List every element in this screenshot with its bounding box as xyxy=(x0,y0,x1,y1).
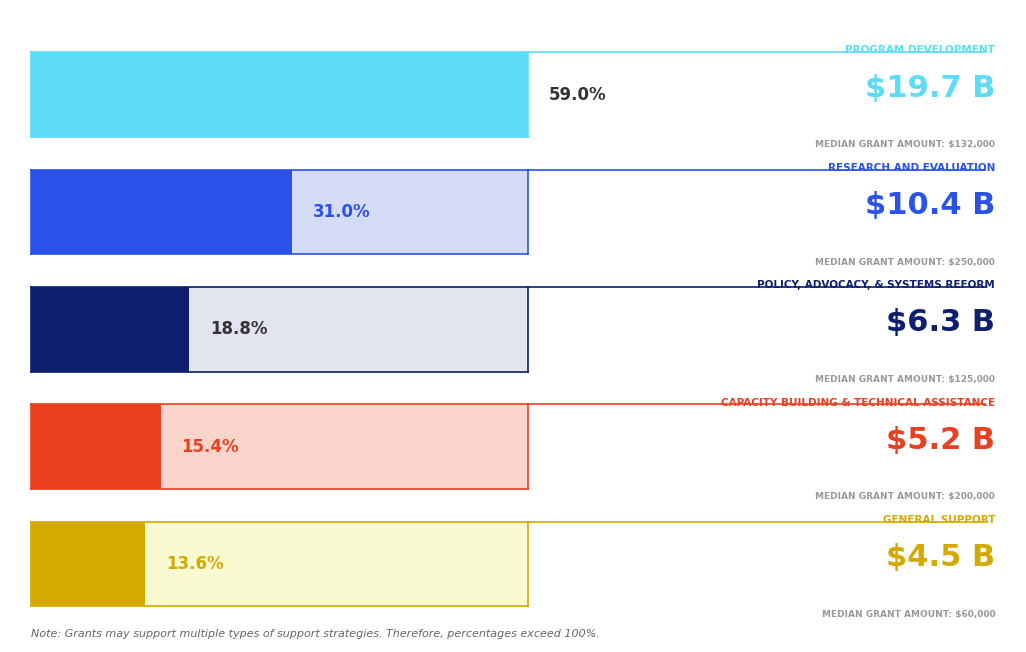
Text: PROGRAM DEVELOPMENT: PROGRAM DEVELOPMENT xyxy=(845,46,995,55)
Text: MEDIAN GRANT AMOUNT: $250,000: MEDIAN GRANT AMOUNT: $250,000 xyxy=(816,258,995,267)
Text: Note: Grants may support multiple types of support strategies. Therefore, percen: Note: Grants may support multiple types … xyxy=(31,629,599,639)
Text: 59.0%: 59.0% xyxy=(549,85,606,104)
Text: $5.2 B: $5.2 B xyxy=(886,426,995,454)
Text: MEDIAN GRANT AMOUNT: $60,000: MEDIAN GRANT AMOUNT: $60,000 xyxy=(822,610,995,619)
Text: $4.5 B: $4.5 B xyxy=(886,543,995,572)
Text: RESEARCH AND EVALUATION: RESEARCH AND EVALUATION xyxy=(828,163,995,173)
Text: POLICY, ADVOCACY, & SYSTEMS REFORM: POLICY, ADVOCACY, & SYSTEMS REFORM xyxy=(757,280,995,290)
Text: $19.7 B: $19.7 B xyxy=(865,74,995,102)
Text: 31.0%: 31.0% xyxy=(313,203,370,221)
Text: 13.6%: 13.6% xyxy=(166,555,224,573)
Text: $6.3 B: $6.3 B xyxy=(886,308,995,337)
Text: $10.4 B: $10.4 B xyxy=(865,191,995,220)
Text: MEDIAN GRANT AMOUNT: $200,000: MEDIAN GRANT AMOUNT: $200,000 xyxy=(816,492,995,501)
Text: 15.4%: 15.4% xyxy=(182,437,239,456)
Text: MEDIAN GRANT AMOUNT: $125,000: MEDIAN GRANT AMOUNT: $125,000 xyxy=(816,375,995,384)
Text: MEDIAN GRANT AMOUNT: $132,000: MEDIAN GRANT AMOUNT: $132,000 xyxy=(816,140,995,149)
Text: CAPACITY BUILDING & TECHNICAL ASSISTANCE: CAPACITY BUILDING & TECHNICAL ASSISTANCE xyxy=(721,398,995,408)
Text: 18.8%: 18.8% xyxy=(210,320,268,338)
Text: GENERAL SUPPORT: GENERAL SUPPORT xyxy=(882,515,995,525)
